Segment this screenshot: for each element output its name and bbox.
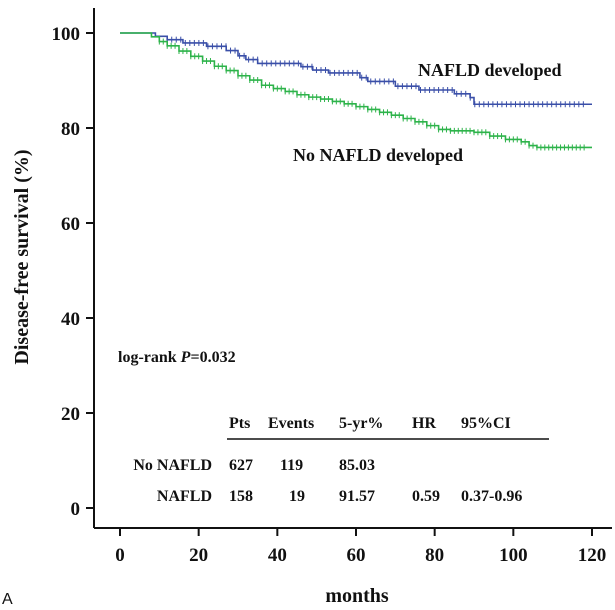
series-line bbox=[120, 32, 592, 106]
table-row-label: No NAFLD bbox=[133, 457, 212, 474]
table-header-events: Events bbox=[268, 415, 314, 432]
y-axis-label: Disease-free survival (%) bbox=[11, 149, 33, 364]
x-tick-label: 100 bbox=[499, 545, 528, 566]
series-layer bbox=[120, 32, 592, 151]
table-header-pts: Pts bbox=[229, 415, 250, 432]
x-tick-label: 60 bbox=[347, 545, 366, 566]
table-cell: 0.37-0.96 bbox=[461, 488, 522, 505]
logrank-annotation: log-rank P=0.032 bbox=[118, 349, 236, 366]
y-ticks: 0 20 40 60 80 100 bbox=[52, 24, 94, 520]
table-cell: 91.57 bbox=[339, 488, 375, 505]
table-cell: 19 bbox=[289, 488, 305, 505]
x-tick-label: 40 bbox=[268, 545, 287, 566]
series-label-nafld: NAFLD developed bbox=[418, 60, 562, 80]
x-tick-label: 0 bbox=[115, 545, 125, 566]
x-tick-label: 120 bbox=[578, 545, 607, 566]
table-cell: 85.03 bbox=[339, 457, 375, 474]
table-header-ci: 95%CI bbox=[461, 415, 511, 432]
table-cell: 119 bbox=[280, 457, 303, 474]
table-cell: 158 bbox=[229, 488, 253, 505]
y-tick-label: 80 bbox=[61, 119, 80, 140]
series-group bbox=[120, 32, 592, 151]
table-cell: 0.59 bbox=[412, 488, 440, 505]
table-row-label: NAFLD bbox=[157, 488, 212, 505]
y-tick-label: 20 bbox=[61, 404, 80, 425]
table-cell: 627 bbox=[229, 457, 253, 474]
x-tick-label: 20 bbox=[189, 545, 208, 566]
y-tick-label: 100 bbox=[52, 24, 81, 45]
panel-label: A bbox=[2, 591, 13, 608]
y-tick-label: 60 bbox=[61, 214, 80, 235]
stats-table: Pts Events 5-yr% HR 95%CI No NAFLD 627 1… bbox=[133, 415, 549, 505]
series-label-no-nafld: No NAFLD developed bbox=[293, 145, 463, 165]
table-header-5yr: 5-yr% bbox=[339, 415, 383, 432]
y-tick-label: 40 bbox=[61, 309, 80, 330]
series-line bbox=[120, 32, 592, 149]
x-ticks: 0 20 40 60 80 100 120 bbox=[115, 528, 606, 566]
table-header-hr: HR bbox=[412, 415, 436, 432]
x-tick-label: 80 bbox=[425, 545, 444, 566]
series-group bbox=[120, 32, 592, 108]
x-axis-label: months bbox=[325, 585, 389, 607]
y-tick-label: 0 bbox=[71, 499, 81, 520]
